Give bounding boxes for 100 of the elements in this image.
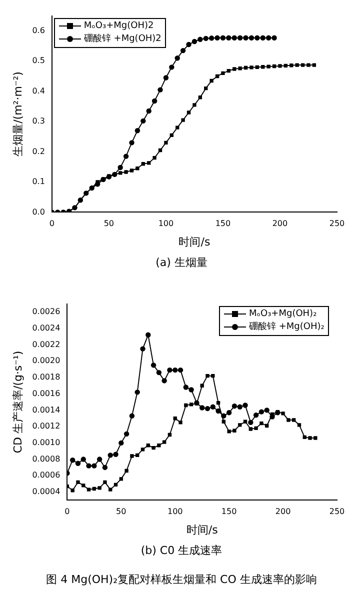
point [254, 35, 260, 40]
point [266, 64, 270, 68]
point [260, 421, 264, 426]
y-tick-label: 0.0022 [32, 340, 60, 349]
point [123, 154, 129, 159]
point [70, 488, 74, 492]
point [206, 374, 210, 378]
point [75, 460, 81, 466]
point [238, 423, 242, 427]
point [244, 66, 248, 70]
point [180, 48, 186, 54]
point [178, 367, 184, 373]
point [203, 36, 208, 42]
point [248, 427, 252, 431]
point [156, 370, 162, 376]
point [169, 64, 174, 70]
point [200, 384, 204, 388]
point [96, 456, 102, 462]
y-tick-label: 0.0024 [32, 323, 60, 332]
point [118, 440, 124, 446]
point [237, 35, 243, 40]
y-tick-label: 0.0008 [32, 454, 60, 464]
point [141, 162, 145, 166]
point [248, 35, 254, 40]
point [134, 390, 140, 395]
point [134, 128, 140, 134]
y-axis-title: CD 生产速率/(g·s⁻¹) [11, 350, 24, 454]
point [86, 488, 91, 492]
point [243, 420, 248, 424]
point [292, 418, 296, 422]
point [124, 468, 128, 473]
y-tick-label: 0.6 [32, 26, 45, 35]
point [237, 404, 242, 410]
point [266, 35, 272, 40]
point [226, 35, 232, 40]
point [170, 133, 174, 137]
point [226, 410, 232, 416]
point [302, 435, 306, 440]
point [314, 436, 318, 440]
point [172, 367, 178, 373]
point [248, 420, 254, 426]
point [157, 444, 161, 448]
point [181, 118, 185, 122]
point [204, 86, 208, 90]
point [204, 406, 210, 412]
point [108, 452, 113, 458]
point [254, 426, 258, 430]
point [265, 424, 269, 428]
y-tick-label: 0.0006 [32, 470, 60, 480]
legend-label: 硼酸锌 +Mg(OH)₂ [249, 320, 324, 334]
point [189, 402, 194, 406]
y-tick-label: 0.4 [32, 86, 45, 96]
point [168, 432, 172, 437]
point [286, 418, 290, 422]
x-axis-title: 时间/s [178, 235, 210, 248]
point [114, 482, 118, 486]
y-axis-title: 生烟量/(m²·m⁻²) [11, 72, 24, 156]
point [136, 453, 140, 458]
point [167, 367, 172, 373]
y-tick-label: 0.0010 [32, 438, 60, 447]
point [146, 108, 152, 114]
x-tick-label: 200 [275, 507, 291, 516]
point [158, 87, 163, 92]
point [178, 420, 182, 424]
legend-label: 硼酸锌 +Mg(OH)2 [84, 32, 162, 46]
point [147, 161, 151, 165]
point [306, 63, 310, 67]
point [140, 346, 146, 352]
point [243, 35, 248, 40]
point [130, 454, 134, 458]
y-tick-label: 0.0026 [32, 307, 60, 316]
point [222, 420, 226, 424]
point [253, 412, 259, 418]
point [162, 378, 167, 384]
point [152, 98, 158, 104]
point [232, 35, 237, 40]
point [208, 36, 214, 41]
point [216, 400, 220, 405]
point [214, 35, 220, 40]
point [300, 63, 305, 67]
x-tick-label: 100 [167, 507, 183, 516]
point [186, 110, 191, 114]
point [113, 452, 118, 457]
point [226, 68, 231, 73]
y-tick-label: 0.0014 [32, 405, 60, 414]
point [192, 38, 198, 44]
y-tick-label: 0.0020 [32, 356, 60, 366]
y-tick-label: 0.0004 [32, 487, 60, 496]
point [238, 66, 242, 70]
x-tick-label: 250 [329, 507, 345, 516]
point [146, 444, 150, 448]
legend-label: MₒO₃+Mg(OH)2 [84, 20, 154, 33]
point [183, 384, 189, 390]
point [118, 164, 123, 170]
x-tick-label: 100 [158, 219, 174, 228]
point [198, 96, 202, 100]
point [108, 488, 112, 492]
text: (b) C0 生成速率 [140, 543, 224, 558]
point [258, 409, 264, 414]
point [232, 67, 236, 71]
